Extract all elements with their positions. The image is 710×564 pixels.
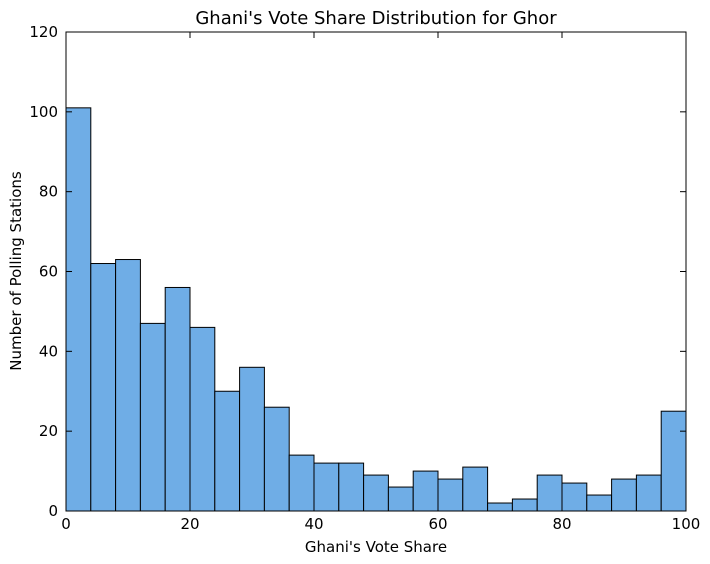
histogram-bar-19 xyxy=(536,474,563,512)
y-tick-label-5: 100 xyxy=(29,103,58,121)
histogram-bar-17 xyxy=(487,502,513,512)
histogram-bar-18 xyxy=(511,498,538,512)
histogram-bar-1 xyxy=(90,263,117,512)
histogram-bar-14 xyxy=(412,470,439,512)
histogram-bar-0 xyxy=(65,107,92,512)
histogram-bar-11 xyxy=(338,462,365,512)
histogram-bar-16 xyxy=(462,466,489,512)
y-tick-label-3: 60 xyxy=(39,263,58,281)
histogram-bar-24 xyxy=(660,410,687,512)
histogram-bar-5 xyxy=(189,326,216,512)
histogram-bar-2 xyxy=(115,259,141,512)
histogram-bar-9 xyxy=(288,454,315,512)
y-tick-label-1: 20 xyxy=(39,422,58,440)
bars-group xyxy=(65,107,687,512)
x-axis-label: Ghani's Vote Share xyxy=(305,538,447,556)
plot-frame xyxy=(65,31,687,512)
x-tick-label-5: 100 xyxy=(672,515,701,533)
x-tick-label-4: 80 xyxy=(552,515,571,533)
chart-title: Ghani's Vote Share Distribution for Ghor xyxy=(195,8,557,29)
histogram-bar-10 xyxy=(313,462,340,512)
x-tick-label-1: 20 xyxy=(180,515,199,533)
x-tick-label-3: 60 xyxy=(428,515,447,533)
y-tick-label-4: 80 xyxy=(39,183,58,201)
x-tick-label-0: 0 xyxy=(61,515,71,533)
histogram-bar-6 xyxy=(214,390,241,512)
histogram-bar-8 xyxy=(263,406,290,512)
histogram-bar-22 xyxy=(611,478,637,512)
histogram-bar-7 xyxy=(239,366,265,512)
histogram-bar-12 xyxy=(363,474,389,512)
histogram-bar-13 xyxy=(387,486,414,512)
histogram-bar-21 xyxy=(586,494,613,512)
histogram-bar-20 xyxy=(561,482,588,512)
y-axis-label: Number of Polling Stations xyxy=(7,171,25,371)
ticks-group: 0 20 40 60 80 100 0 20 40 60 80 100 120 xyxy=(29,23,700,533)
y-tick-label-2: 40 xyxy=(39,342,58,360)
histogram-bar-4 xyxy=(164,286,191,512)
histogram-bar-3 xyxy=(139,322,166,512)
y-tick-label-0: 0 xyxy=(48,502,58,520)
histogram-bar-15 xyxy=(437,478,464,512)
x-tick-label-2: 40 xyxy=(304,515,323,533)
y-tick-label-6: 120 xyxy=(29,23,58,41)
histogram-bar-23 xyxy=(635,474,662,512)
